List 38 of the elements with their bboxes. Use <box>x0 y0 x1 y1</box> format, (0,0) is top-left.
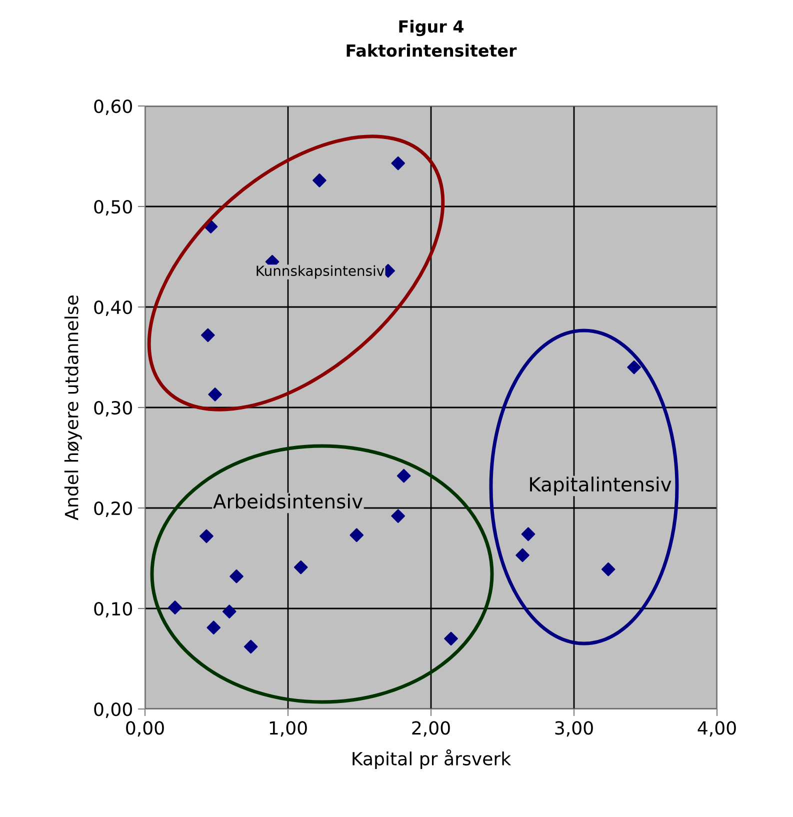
point <box>222 604 236 618</box>
y-tick-label: 0,20 <box>94 501 132 517</box>
y-tick-label: 0,00 <box>94 702 132 718</box>
point <box>200 529 214 544</box>
x-axis-title: Kapital pr årsverk <box>352 749 512 769</box>
annotation: Arbeidsintensiv <box>213 494 362 509</box>
y-tick-label: 0,30 <box>94 400 132 416</box>
point <box>208 388 222 402</box>
point <box>396 468 411 483</box>
point <box>206 620 221 634</box>
point <box>168 600 182 614</box>
point <box>312 173 326 188</box>
point <box>444 632 458 646</box>
chart-subtitle: Faktorintensiteter <box>346 44 517 57</box>
x-tick-label: 1,00 <box>270 721 307 737</box>
x-tick-label: 3,00 <box>555 721 593 737</box>
point <box>391 156 406 170</box>
chart-title: Figur 4 <box>399 20 464 36</box>
y-tick-label: 0,10 <box>94 602 132 618</box>
point <box>294 560 308 574</box>
point <box>350 528 364 542</box>
point <box>516 548 530 562</box>
x-tick-label: 4,00 <box>698 721 736 737</box>
annotation: Kunnskapsintensiv <box>256 265 384 279</box>
x-tick-label: 0,00 <box>126 721 164 737</box>
y-axis-title: Andel høyere utdannelse <box>64 296 82 520</box>
annotation: Kapitalintensiv <box>530 476 672 496</box>
point <box>230 569 244 584</box>
point <box>521 527 536 542</box>
y-tick-label: 0,60 <box>94 99 132 115</box>
x-tick-label: 2,00 <box>412 721 450 737</box>
point <box>391 509 406 523</box>
point <box>201 328 215 342</box>
y-tick-label: 0,50 <box>94 200 132 216</box>
point <box>601 562 616 576</box>
point <box>627 360 641 374</box>
y-tick-label: 0,40 <box>94 300 132 316</box>
point <box>244 640 258 654</box>
